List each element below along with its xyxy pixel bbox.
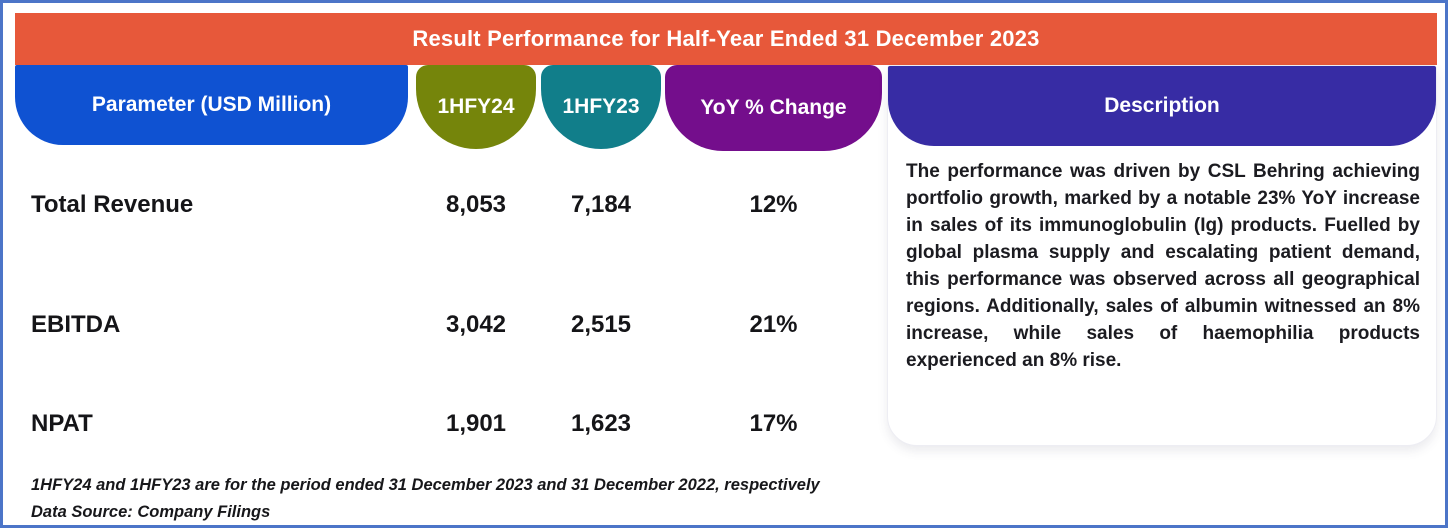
value-1hfy24: 1,901 bbox=[445, 410, 507, 437]
column-header-description: Description bbox=[888, 66, 1436, 146]
table-row-ebitda: EBITDA 3,042 2,515 21% bbox=[3, 308, 887, 342]
column-header-description-label: Description bbox=[1104, 94, 1220, 117]
column-header-1hfy24: 1HFY24 bbox=[416, 65, 536, 149]
column-header-parameter-label: Parameter (USD Million) bbox=[91, 93, 332, 116]
value-1hfy24: 3,042 bbox=[445, 311, 507, 338]
footnote-data-source: Data Source: Company Filings bbox=[31, 503, 271, 521]
footnote-period: 1HFY24 and 1HFY23 are for the period end… bbox=[31, 476, 820, 494]
column-header-yoy-change-label: YoY % Change bbox=[700, 96, 847, 119]
table-row-npat: NPAT 1,901 1,623 17% bbox=[3, 407, 887, 441]
value-yoy-change: 17% bbox=[749, 410, 798, 437]
column-header-1hfy24-label: 1HFY24 bbox=[437, 95, 515, 118]
row-label: Total Revenue bbox=[31, 191, 194, 218]
page-title: Result Performance for Half-Year Ended 3… bbox=[412, 26, 1040, 51]
value-1hfy23: 7,184 bbox=[570, 191, 632, 218]
value-1hfy23: 1,623 bbox=[570, 410, 632, 437]
column-header-1hfy23-label: 1HFY23 bbox=[562, 95, 640, 118]
header-bar: Result Performance for Half-Year Ended 3… bbox=[15, 13, 1437, 65]
value-1hfy24: 8,053 bbox=[445, 191, 507, 218]
value-1hfy23: 2,515 bbox=[570, 311, 632, 338]
description-card: Description The performance was driven b… bbox=[887, 65, 1437, 446]
description-text: The performance was driven by CSL Behrin… bbox=[906, 161, 1420, 371]
value-yoy-change: 21% bbox=[749, 311, 798, 338]
row-label: NPAT bbox=[31, 410, 93, 437]
column-header-parameter: Parameter (USD Million) bbox=[15, 65, 408, 145]
table-row-total-revenue: Total Revenue 8,053 7,184 12% bbox=[3, 188, 887, 222]
column-header-yoy-change: YoY % Change bbox=[665, 65, 882, 151]
row-label: EBITDA bbox=[31, 311, 121, 338]
column-header-1hfy23: 1HFY23 bbox=[541, 65, 661, 149]
value-yoy-change: 12% bbox=[749, 191, 798, 218]
